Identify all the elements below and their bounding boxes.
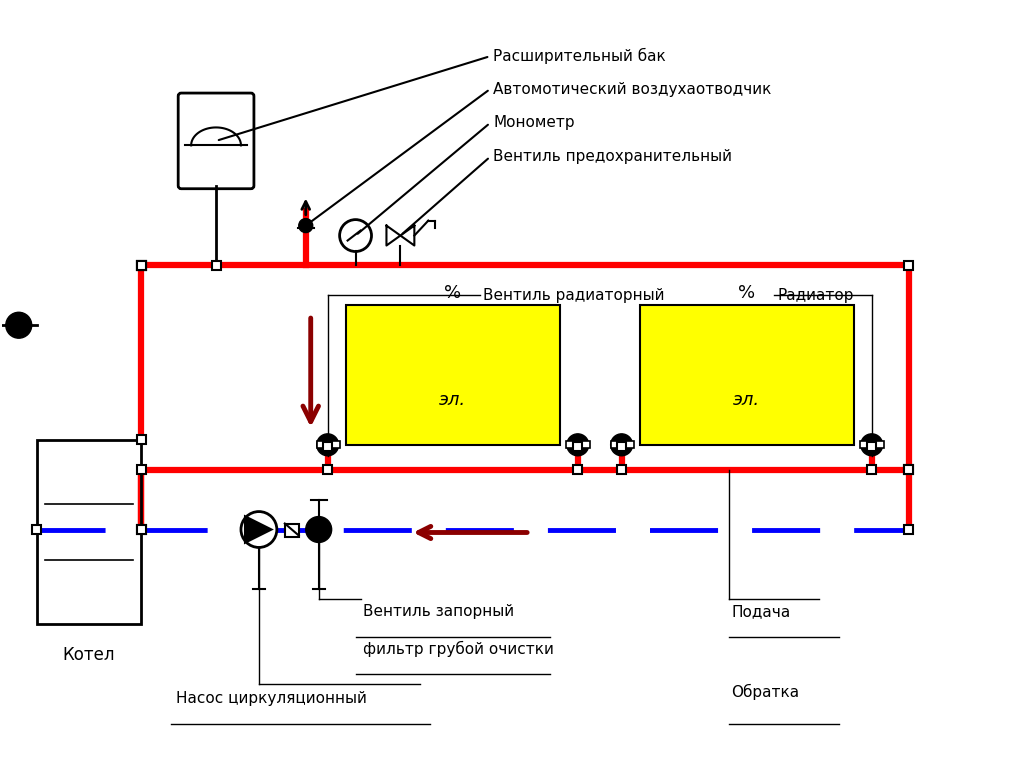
Bar: [904, 261, 913, 270]
Bar: [328, 441, 340, 448]
Bar: [904, 465, 913, 474]
Bar: [317, 441, 327, 448]
Bar: [617, 465, 626, 474]
Circle shape: [861, 434, 882, 456]
Text: Вентиль радиаторный: Вентиль радиаторный: [483, 288, 665, 303]
Text: Котел: Котел: [63, 646, 115, 664]
Bar: [574, 443, 582, 451]
Bar: [904, 465, 913, 474]
Circle shape: [241, 511, 277, 547]
Bar: [323, 465, 332, 474]
Text: Обратка: Обратка: [732, 684, 799, 700]
Bar: [565, 441, 577, 448]
Bar: [610, 441, 622, 448]
Text: %: %: [738, 285, 755, 303]
Bar: [639, 305, 854, 445]
Bar: [346, 305, 560, 445]
Bar: [904, 525, 913, 534]
Bar: [136, 465, 146, 474]
Circle shape: [306, 517, 331, 543]
Bar: [623, 441, 634, 448]
Bar: [323, 443, 332, 451]
Bar: [136, 261, 146, 270]
Bar: [211, 261, 221, 270]
Bar: [136, 436, 146, 444]
Text: эл.: эл.: [734, 391, 760, 409]
Text: Вентиль запорный: Вентиль запорный: [362, 604, 514, 619]
Text: фильтр грубой очистки: фильтр грубой очистки: [362, 641, 553, 657]
Text: Монометр: Монометр: [494, 116, 575, 131]
Circle shape: [610, 434, 633, 456]
Text: Радиатор: Радиатор: [777, 288, 854, 303]
Bar: [867, 465, 876, 474]
Text: Насос циркуляционный: Насос циркуляционный: [176, 691, 367, 706]
Bar: [617, 443, 626, 451]
Bar: [574, 465, 582, 474]
Bar: [873, 441, 883, 448]
Bar: [579, 441, 590, 448]
Bar: [37, 439, 142, 624]
Circle shape: [299, 219, 313, 232]
Bar: [860, 441, 871, 448]
Text: эл.: эл.: [439, 391, 466, 409]
Text: %: %: [444, 285, 462, 303]
Bar: [136, 525, 146, 534]
Text: Автомотический воздухаотводчик: Автомотический воздухаотводчик: [494, 81, 772, 96]
Circle shape: [6, 312, 32, 338]
Bar: [285, 523, 299, 537]
Circle shape: [566, 434, 589, 456]
Text: Подача: Подача: [732, 604, 790, 619]
Bar: [136, 261, 146, 270]
Bar: [32, 525, 41, 534]
Bar: [136, 261, 146, 270]
Text: Расширительный бак: Расширительный бак: [494, 48, 666, 64]
Text: Вентиль предохранительный: Вентиль предохранительный: [494, 149, 733, 164]
Bar: [136, 525, 146, 534]
Polygon shape: [244, 515, 274, 544]
Circle shape: [317, 434, 339, 456]
Bar: [867, 443, 876, 451]
